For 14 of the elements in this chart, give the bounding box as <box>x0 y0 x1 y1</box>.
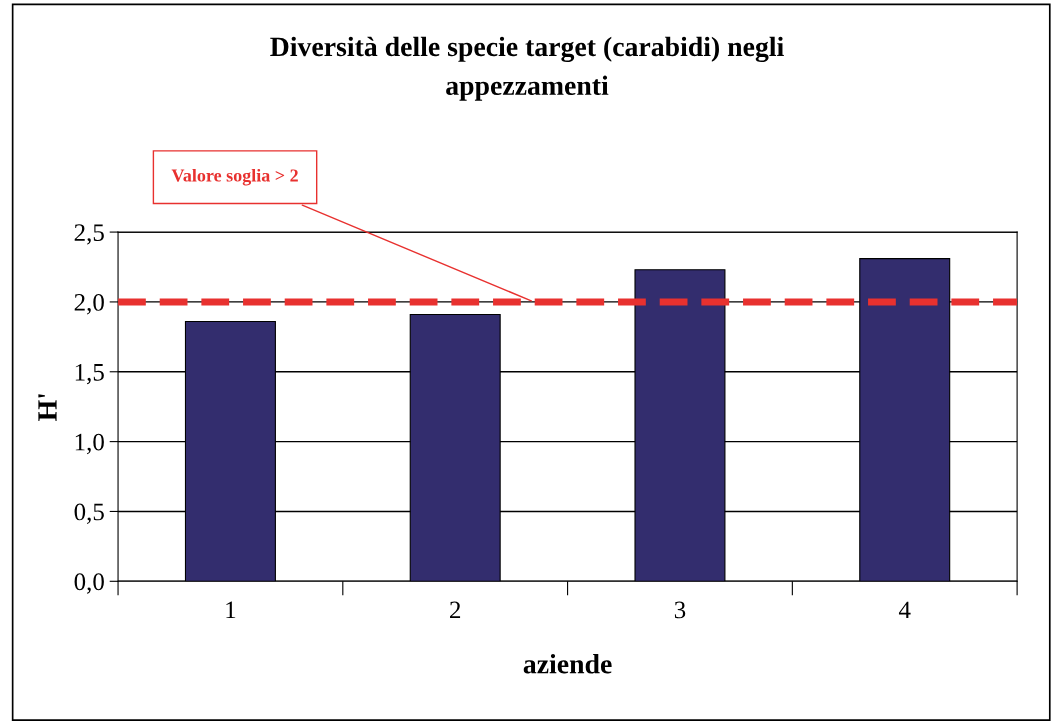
x-tick-label: 1 <box>226 601 236 619</box>
y-axis-title: H' <box>38 394 57 421</box>
y-tick-label: 2,5 <box>74 224 104 245</box>
y-tick-label: 0,5 <box>74 503 104 524</box>
x-tick-label: 3 <box>674 601 686 619</box>
x-axis-title: aziende <box>523 653 612 674</box>
ref-line-label: Valore soglia > 2 <box>171 168 298 186</box>
x-tick-label: 4 <box>898 601 911 619</box>
x-tick-label: 2 <box>450 601 461 619</box>
y-tick-label: 2,0 <box>74 293 104 315</box>
y-tick-label: 1,0 <box>75 433 104 455</box>
y-tick-label: 1,5 <box>75 363 104 385</box>
y-tick-label: 0,0 <box>74 573 104 594</box>
chart-title: Diversità delle specie target (carabidi) negli appezzamenti <box>270 36 784 101</box>
